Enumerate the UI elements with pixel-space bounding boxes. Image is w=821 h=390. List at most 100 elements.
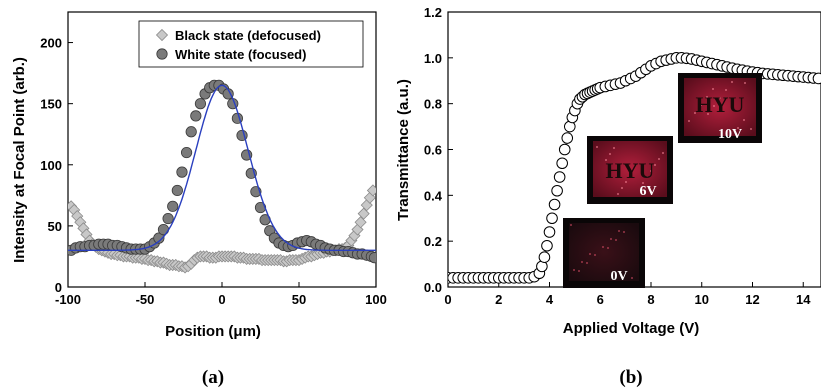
inset-0v-speckle (623, 231, 625, 233)
transmittance-point (812, 72, 821, 85)
inset-10v-speckle (737, 127, 739, 129)
inset-0v-photo (569, 223, 639, 281)
panel-b: 0 2 4 6 8 10 12 140.00.20.40.60.81.01.2 0VHYU6V… (395, 5, 821, 388)
inset-10v-speckle (707, 113, 709, 115)
legend-black-state-marker (155, 28, 169, 42)
inset-10v-speckle (700, 104, 702, 106)
panel-b-label: (b) (619, 367, 642, 388)
inset-0v-speckle (618, 230, 620, 232)
inset-6v-speckle (605, 159, 607, 161)
inset-10v-speckle (694, 112, 696, 114)
panel-a: -100 -50 0 50 100 0 50 100 150 200 Black state (d… (11, 11, 387, 388)
panel-a-x-tick-label: -50 (136, 292, 155, 307)
inset-0v-speckle (615, 239, 617, 241)
inset-6v-speckle (596, 146, 598, 148)
inset-10v-speckle (719, 97, 721, 99)
transmittance-point (551, 184, 563, 197)
inset-0v-speckle (570, 224, 572, 226)
white-state-point (190, 110, 202, 122)
inset-10v-photo (684, 78, 756, 136)
transmittance-point (543, 226, 556, 238)
inset-0v-speckle (589, 253, 591, 255)
black-state-point (354, 216, 367, 229)
panel-b-x-tick-label: 0 (444, 292, 451, 307)
inset-0v-speckle (631, 277, 633, 279)
panel-a-plot-area (68, 79, 376, 274)
transmittance-point (541, 239, 553, 252)
inset-10v-voltage-label: 10V (718, 127, 742, 142)
panel-b-x-tick-label: 14 (796, 292, 811, 307)
inset-6v-photo (593, 141, 667, 197)
panel-b-x-tick-label: 10 (695, 292, 709, 307)
panel-b-x-tick-label: 8 (647, 292, 654, 307)
inset-10v-speckle (688, 120, 690, 122)
inset-6v-speckle (621, 187, 623, 189)
inset-10v: HYU 10V (678, 73, 762, 143)
inset-6v-voltage-label: 6V (639, 184, 656, 199)
inset-6v-speckle (646, 176, 648, 178)
inset-10v-speckle (712, 88, 714, 90)
inset-6v-speckle (617, 193, 619, 195)
panel-b-x-tick-label: 12 (745, 292, 759, 307)
black-state-point (360, 199, 373, 212)
panel-a-y-tick-label: 100 (40, 158, 62, 173)
panel-a-x-axis-label: Position (μm) (165, 323, 261, 340)
inset-6v-text: HYU (606, 158, 655, 183)
inset-0v-speckle (602, 246, 604, 248)
inset-6v-speckle (625, 181, 627, 183)
inset-6v-speckle (642, 182, 644, 184)
panel-a-y-tick-label: 50 (48, 219, 62, 234)
panel-b-ticks: 0 2 4 6 8 10 12 14 0.0 0.2 0.4 0.6 0.8 1.0 1.2 (424, 5, 811, 307)
inset-0v-speckle (594, 254, 596, 256)
inset-6v-speckle (662, 152, 664, 154)
inset-10v-text: HYU (696, 92, 745, 117)
panel-b-x-tick-label: 2 (495, 292, 502, 307)
panel-a-x-tick-label: 100 (365, 292, 387, 307)
legend-white-state-label: White state (focused) (175, 47, 306, 62)
transmittance-point (558, 143, 571, 156)
legend-white-state-marker (156, 48, 168, 60)
black-state-point (357, 207, 370, 220)
panel-a-y-tick-label: 200 (40, 36, 62, 51)
panel-b-x-tick-label: 6 (597, 292, 604, 307)
inset-0v-speckle (573, 269, 575, 271)
panel-a-series (68, 79, 376, 274)
panel-b-y-tick-label: 0.4 (424, 188, 443, 203)
inset-0v-speckle (607, 247, 609, 249)
panel-b-y-tick-label: 0.8 (424, 97, 442, 112)
white-state-point (167, 200, 179, 212)
inset-6v-speckle (609, 153, 611, 155)
white-state-point (162, 212, 174, 225)
panel-b-y-tick-label: 1.2 (424, 5, 442, 20)
panel-b-y-tick-label: 0.2 (424, 234, 442, 249)
inset-10v-speckle (725, 89, 727, 91)
transmittance-point (553, 171, 566, 183)
white-state-point (176, 166, 188, 178)
panel-b-y-tick-label: 0.6 (424, 143, 442, 158)
transmittance-point (556, 157, 568, 170)
inset-10v-speckle (731, 81, 733, 83)
inset-0v: 0V (563, 218, 645, 288)
inset-10v-speckle (750, 128, 752, 130)
inset-6v-speckle (658, 158, 660, 160)
white-state-point (368, 252, 376, 264)
white-state-point (180, 146, 193, 159)
white-state-point (153, 232, 165, 244)
gaussian-fit-line (68, 84, 376, 251)
inset-0v-speckle (581, 261, 583, 263)
panel-a-x-tick-label: -100 (55, 292, 81, 307)
white-state-point (185, 126, 197, 138)
legend-box (138, 20, 364, 68)
inset-6v-speckle (613, 147, 615, 149)
inset-10v-speckle (706, 96, 708, 98)
panel-a-y-tick-label: 150 (40, 97, 62, 112)
transmittance-point (561, 132, 574, 144)
black-state-point (366, 184, 376, 197)
inset-0v-speckle (578, 270, 580, 272)
panel-a-y-axis-label: Intensity at Focal Point (arb.) (11, 57, 28, 263)
panel-a-legend: Black state (defocused) White state (focu… (138, 20, 364, 68)
inset-0v-speckle (586, 262, 588, 264)
